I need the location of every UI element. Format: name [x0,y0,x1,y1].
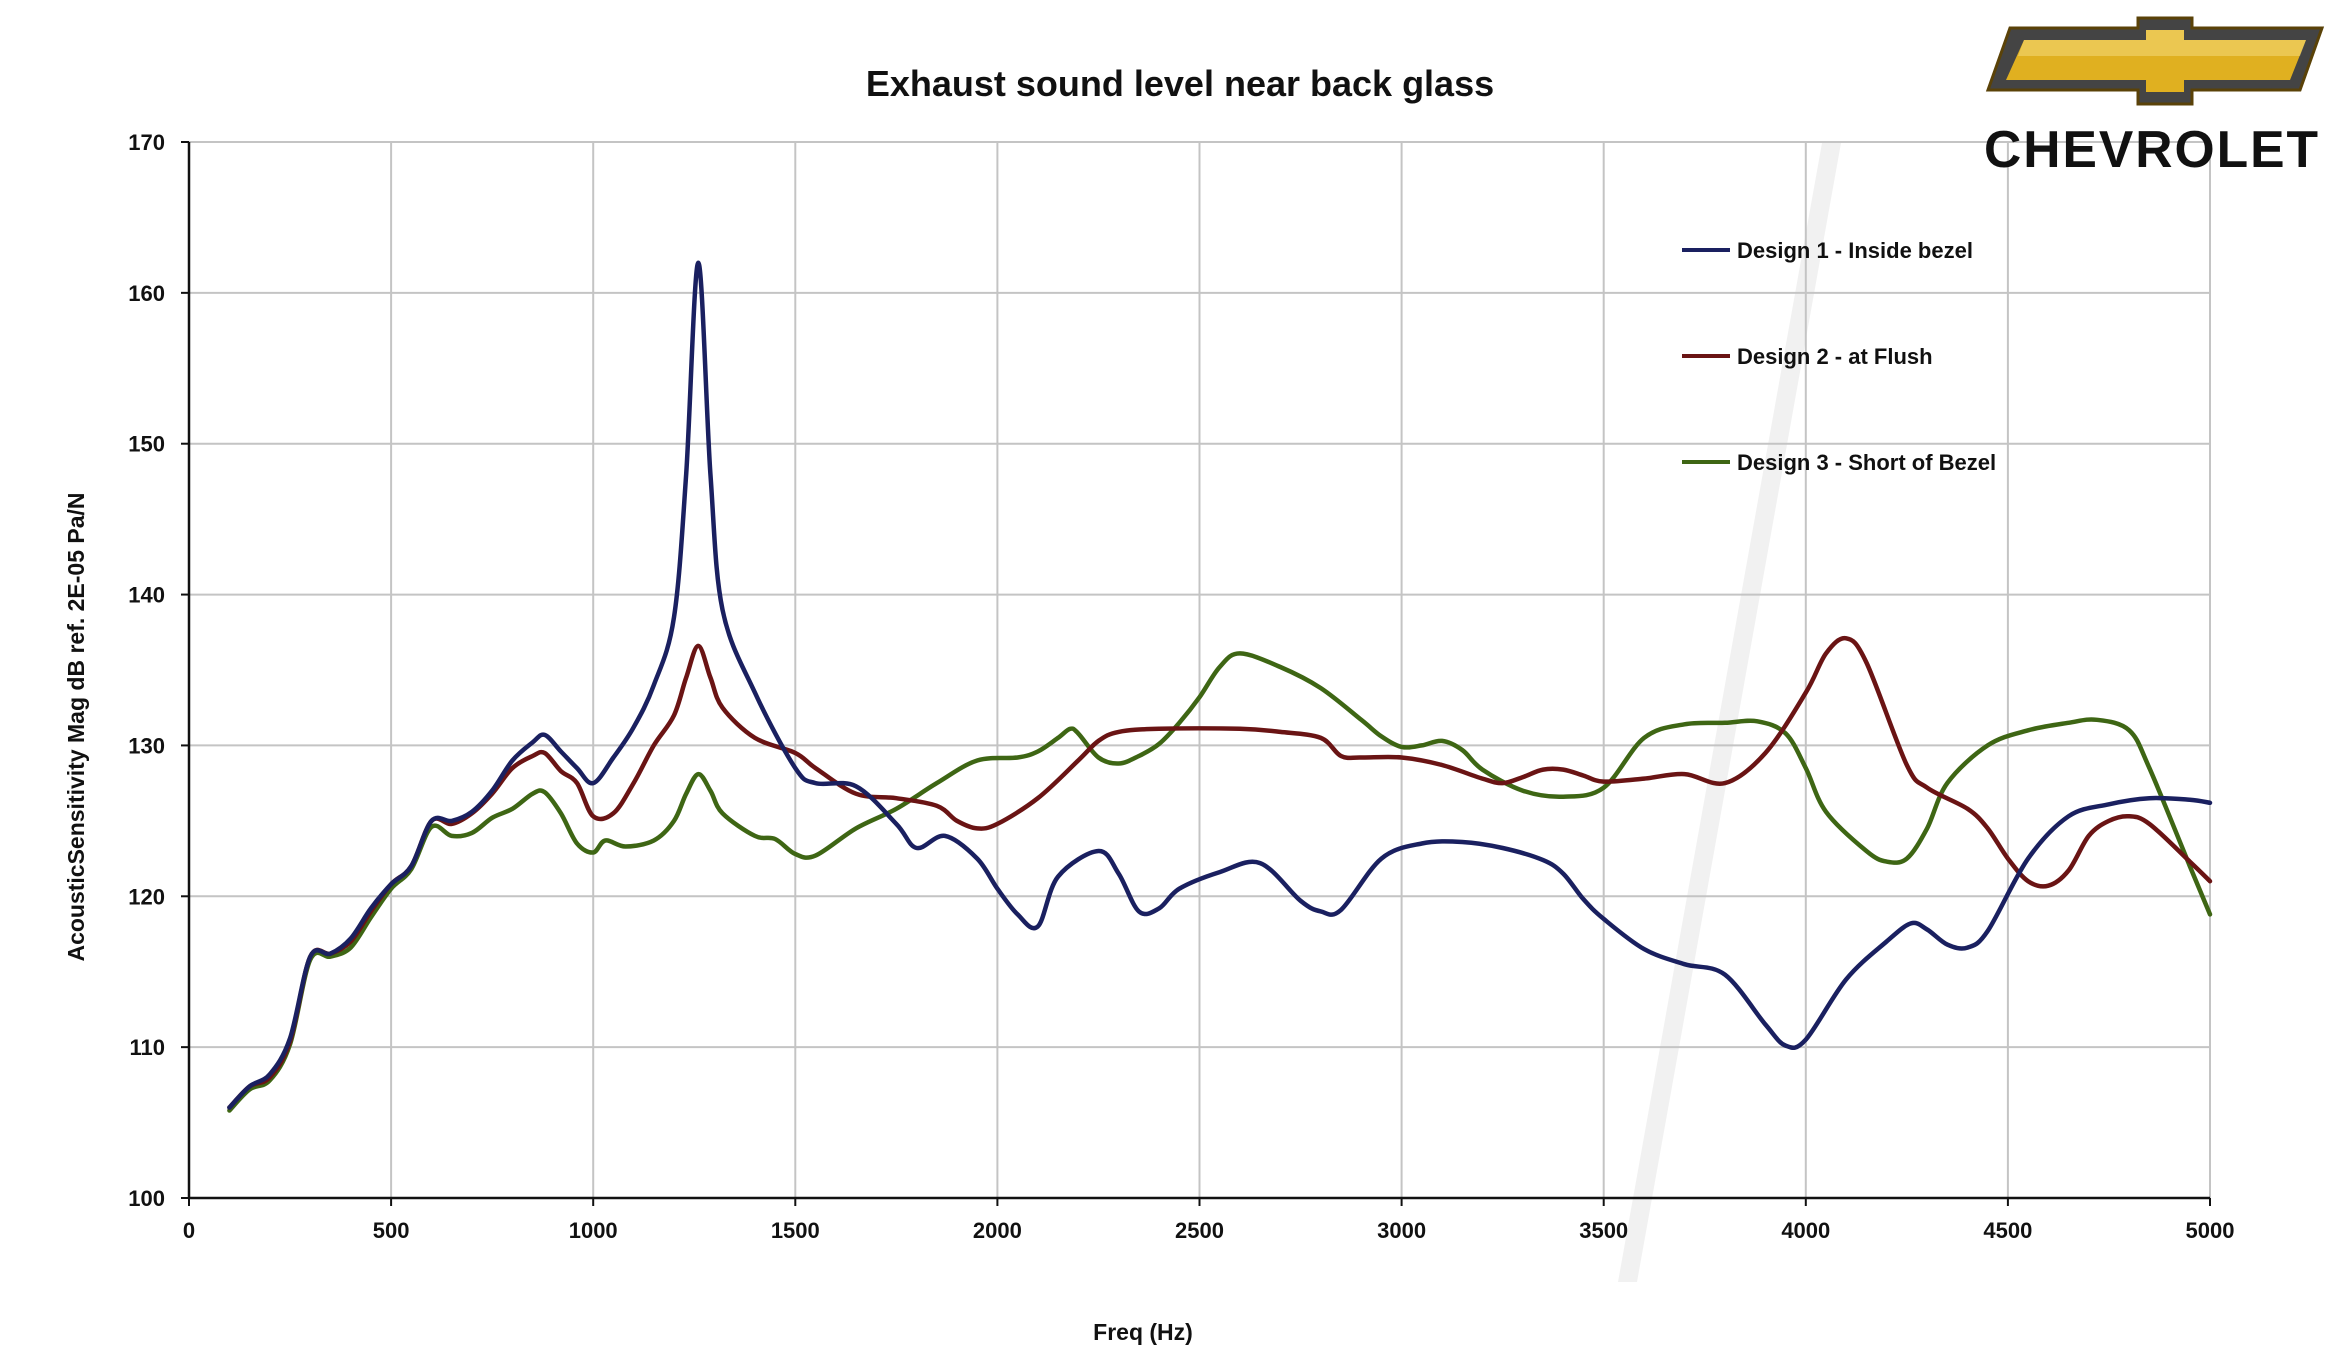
y-axis-title: AcousticSensitivity Mag dB ref. 2E-05 Pa… [63,492,89,961]
x-tick-label: 2500 [1175,1218,1224,1243]
bowtie-fill [2006,30,2306,92]
x-tick-label: 1500 [771,1218,820,1243]
series-line-design-1 [227,260,2213,1110]
chart-title: Exhaust sound level near back glass [866,63,1494,104]
x-tick-label: 0 [183,1218,195,1243]
y-tick-label: 160 [128,281,165,306]
background-stripe [1618,143,1841,1282]
x-tick-label: 2000 [973,1218,1022,1243]
y-tick-label: 100 [128,1186,165,1211]
x-axis-title: Freq (Hz) [1093,1319,1193,1345]
axes [181,141,2211,1206]
x-tick-label: 3000 [1377,1218,1426,1243]
y-tick-label: 110 [130,1035,166,1060]
series-line-design-3 [227,651,2213,1113]
x-tick-label: 4500 [1983,1218,2032,1243]
x-tick-label: 5000 [2186,1218,2235,1243]
chevrolet-wordmark: CHEVROLET [1984,121,2320,179]
x-tick-label: 4000 [1781,1218,1830,1243]
chevrolet-logo: CHEVROLET [1984,16,2325,179]
legend-label-design-2: Design 2 - at Flush [1737,344,1933,369]
grid-lines [189,141,2211,1198]
y-tick-labels: 100 110 120 130 140 150 160 170 [128,130,165,1211]
x-tick-label: 1000 [569,1218,618,1243]
legend-label-design-3: Design 3 - Short of Bezel [1737,450,1996,475]
legend: Design 1 - Inside bezel Design 2 - at Fl… [1682,238,1996,475]
series-lines [227,260,2213,1113]
x-tick-label: 3500 [1579,1218,1628,1243]
y-tick-label: 120 [128,884,165,909]
bowtie-highlight [2018,30,2306,56]
y-tick-label: 140 [128,583,165,608]
y-tick-label: 150 [128,432,165,457]
x-tick-label: 500 [373,1218,410,1243]
legend-label-design-1: Design 1 - Inside bezel [1737,238,1973,263]
bowtie-icon [1985,16,2325,106]
background-decoration [1618,143,1841,1282]
y-tick-label: 130 [128,733,165,758]
x-tick-labels: 0 500 1000 1500 2000 2500 3000 3500 4000 4500 5000 [183,1218,2235,1243]
y-tick-label: 170 [128,130,165,155]
